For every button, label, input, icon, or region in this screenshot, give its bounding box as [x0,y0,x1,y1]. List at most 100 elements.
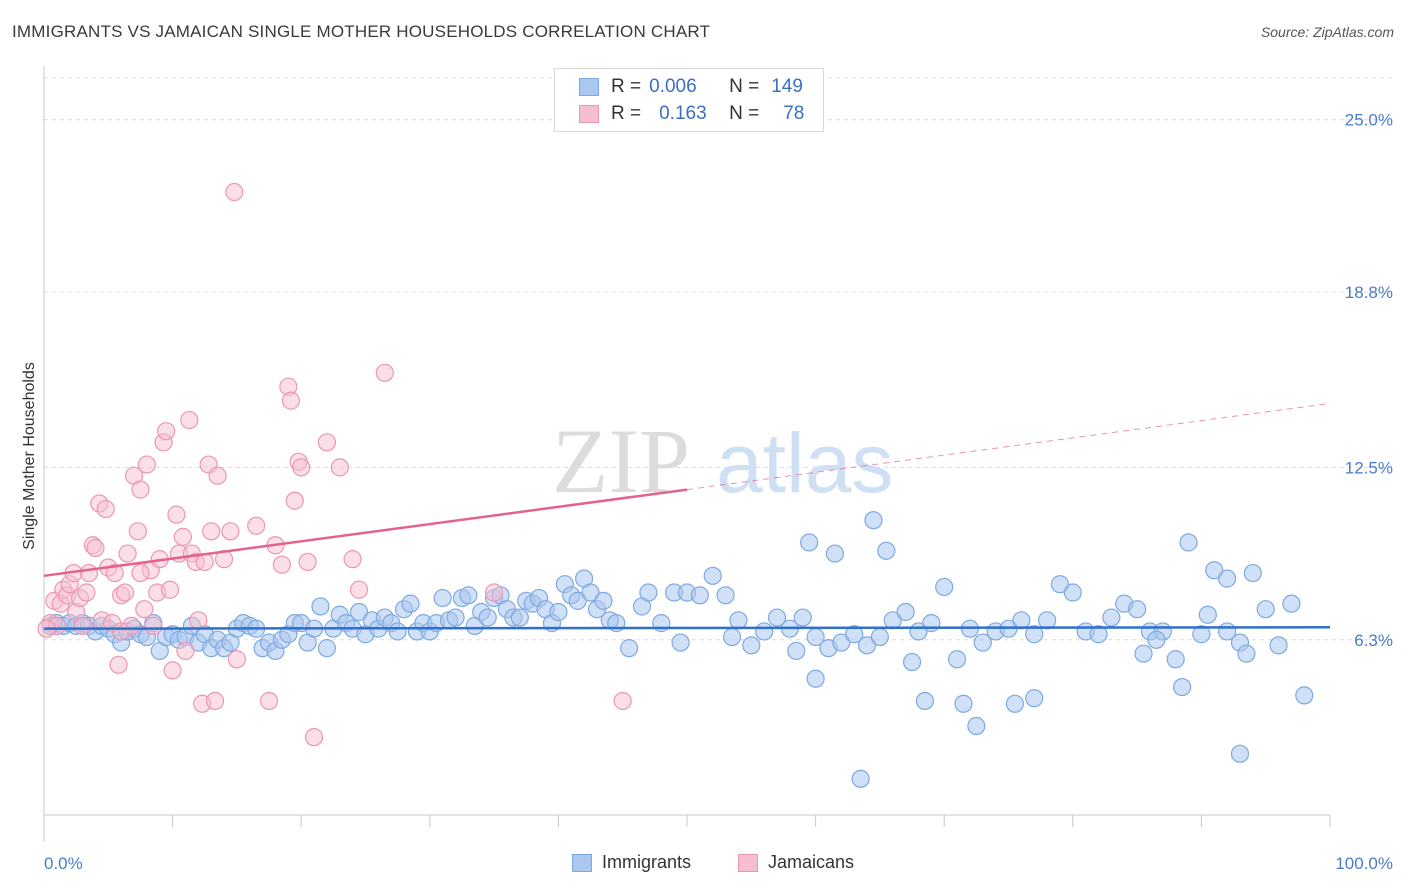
jamaicans-point [167,505,186,524]
immigrants-point [967,716,986,736]
immigrants-point [1005,694,1025,713]
immigrants-point [825,544,844,563]
jamaicans-point [137,455,156,474]
immigrants-point [581,583,600,602]
jamaicans-point [247,516,266,535]
immigrants-point [1173,677,1192,697]
immigrants-point [510,608,529,627]
jamaicans-point [281,391,301,410]
legend-row-jamaicans: R = 0.163 N = 78 [579,101,804,127]
immigrants-point [1218,569,1237,588]
data-points [37,182,1314,788]
immigrants-point [1192,625,1211,644]
immigrants-point [845,625,864,644]
jamaicans-point [163,661,182,680]
immigrants-point [549,602,568,622]
immigrants-point [1230,744,1250,763]
jamaicans-point [128,522,147,541]
immigrants-point [1134,644,1153,663]
jamaicans-point [202,522,221,541]
immigrants-point [1198,605,1217,624]
immigrants-point [1256,600,1275,619]
immigrants-point [1025,625,1044,644]
watermark-zip: ZIP [552,410,690,512]
jamaicans-point [109,655,128,674]
jamaicans-point [292,458,311,477]
immigrants-point [1237,644,1256,663]
jamaicans-point [205,691,225,711]
bottom-legend-jamaicans: Jamaicans [738,852,854,873]
y-tick-label: 6.3% [1354,631,1393,650]
immigrants-point [620,639,639,658]
immigrants-swatch [572,853,592,872]
immigrants-point [1179,533,1198,552]
jamaicans-point [77,583,96,602]
jamaicans-point [144,616,163,635]
jamaicans-point [115,583,135,602]
immigrants-point [311,597,330,616]
immigrants-point [877,541,896,560]
jamaicans-point [176,641,195,661]
immigrants-point [755,622,774,641]
jamaicans-point [131,480,150,499]
immigrants-point [742,636,761,655]
trend-lines [43,402,1331,630]
immigrants-point [690,586,709,605]
immigrants-point [1050,575,1070,594]
jamaicans-point [86,538,105,558]
jamaicans-point [343,550,362,569]
jamaicans-point [375,363,394,382]
jamaicans-point [73,616,92,635]
jamaicans-point [227,650,246,669]
legend-n-label: N = [729,103,760,124]
immigrants-point [1269,636,1288,655]
immigrants-point [1037,611,1057,630]
legend-n-label: N = [729,76,760,97]
legend-r-value: 0.006 [649,76,697,97]
immigrants-point [857,636,877,655]
legend-swatch-pink [579,105,599,123]
jamaicans-point [79,563,99,583]
immigrants-trend-line [43,626,1331,630]
jamaicans-point [112,622,131,641]
jamaicans-point [96,499,115,519]
jamaicans-point [221,522,240,541]
jamaicans-point [160,580,180,599]
immigrants-point [767,608,787,627]
x-tick-labels: 0.0% 100.0% [44,854,1393,873]
immigrants-point [1205,561,1224,580]
immigrants-point [947,650,967,669]
legend-swatch-blue [579,78,599,96]
source-credit: Source: ZipAtlas.com [1260,24,1394,40]
immigrants-point [800,533,819,552]
immigrants-point [671,633,690,652]
immigrants-point [787,641,806,661]
x-tick-label-max: 100.0% [1335,854,1393,873]
immigrants-point [1089,625,1108,644]
immigrants-point [793,608,812,627]
jamaicans-point [330,458,349,477]
legend-r-label: R = [611,103,642,124]
jamaicans-point [131,563,150,583]
jamaicans-point [118,544,137,563]
jamaicans-point [317,433,337,452]
immigrants-point [902,652,922,672]
x-tick-label-min: 0.0% [44,854,83,873]
immigrants-point [459,586,478,605]
immigrants-point [1012,611,1031,630]
immigrants-point [594,591,613,610]
jamaicans-point [208,466,227,485]
immigrants-point [896,602,915,622]
jamaicans-point [189,611,208,630]
jamaicans-point [105,563,124,583]
jamaicans-trend-extension [686,402,1331,491]
stats-legend: R = 0.006 N = 149 R = 0.163 N = 78 [554,68,824,132]
immigrants-point [1063,583,1082,602]
watermark-atlas: atlas [716,416,893,510]
immigrants-point [1025,689,1044,708]
jamaicans-point [173,527,192,546]
immigrants-point [915,691,935,711]
jamaicans-point [349,580,369,599]
immigrants-point [832,633,851,652]
legend-row-immigrants: R = 0.006 N = 149 [579,74,803,100]
